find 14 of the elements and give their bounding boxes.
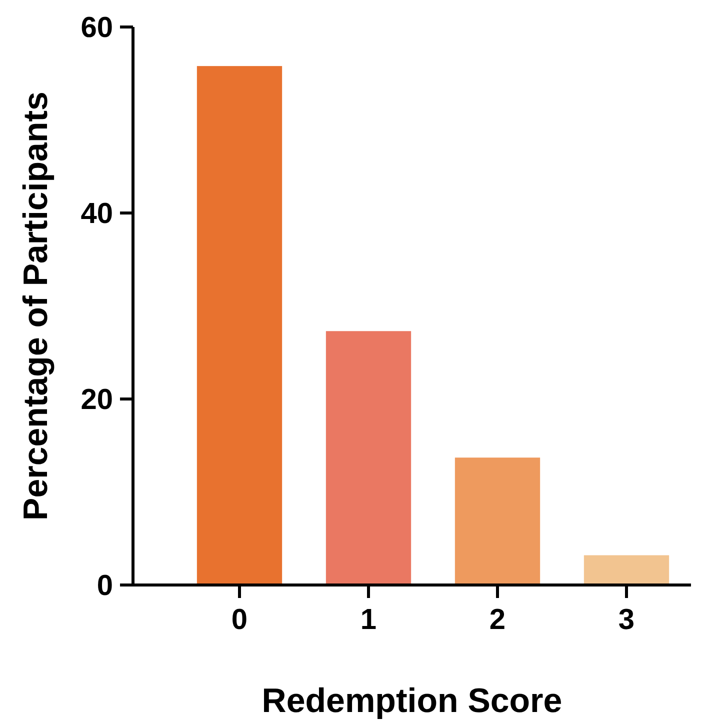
bar (196, 66, 282, 585)
y-tick-label: 20 (80, 384, 113, 416)
bar (584, 555, 670, 585)
y-tick-label: 0 (96, 570, 113, 602)
bar (454, 458, 540, 585)
x-tick-label: 1 (360, 604, 377, 636)
bar (326, 331, 412, 585)
x-tick-label: 2 (489, 604, 506, 636)
y-tick-label: 60 (80, 12, 113, 44)
x-tick-label: 0 (231, 604, 248, 636)
x-axis-title: Redemption Score (262, 682, 562, 720)
x-tick-label: 3 (618, 604, 635, 636)
y-axis-title: Percentage of Participants (17, 92, 55, 520)
y-tick-label: 40 (80, 198, 113, 230)
